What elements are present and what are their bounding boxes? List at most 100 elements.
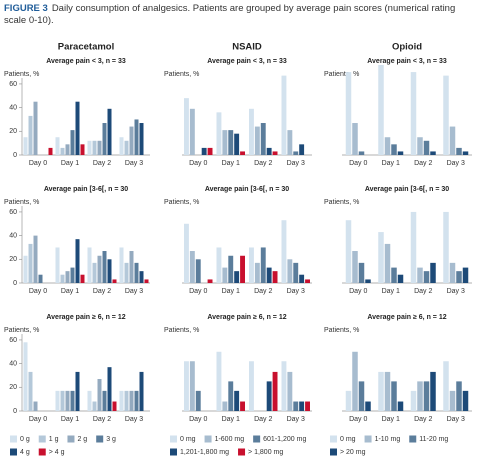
bar <box>365 279 371 283</box>
figure-caption: Daily consumption of analgesics. Patient… <box>4 3 456 26</box>
x-tick-label: Day 2 <box>414 160 432 167</box>
bar <box>240 401 245 411</box>
legend-swatch <box>330 448 337 456</box>
panel-title: Average pain < 3, n = 33 <box>207 58 287 65</box>
bar <box>234 271 240 283</box>
legend-label: 1-600 mg <box>215 436 245 443</box>
bar <box>97 255 102 283</box>
bar <box>384 371 391 411</box>
bar <box>240 255 245 283</box>
bar <box>391 381 397 411</box>
bar <box>293 401 299 411</box>
legend-label: 1 g <box>49 436 59 443</box>
bar <box>397 274 404 283</box>
bar <box>410 72 417 155</box>
x-tick-label: Day 3 <box>125 288 143 295</box>
bar <box>305 279 310 283</box>
legend-swatch <box>204 435 212 443</box>
x-tick-label: Day 1 <box>222 288 240 295</box>
bar <box>38 274 43 283</box>
bar <box>55 137 60 155</box>
legend-swatch <box>10 448 17 456</box>
bar <box>462 390 469 411</box>
bar <box>384 243 391 283</box>
bar <box>189 361 195 411</box>
panel-title: Average pain [3-6[, n = 30 <box>205 186 289 193</box>
bar <box>281 220 287 283</box>
bar <box>249 247 254 283</box>
x-tick-label: Day 2 <box>254 160 272 167</box>
x-tick-label: Day 3 <box>287 160 305 167</box>
bar <box>80 274 85 283</box>
bar <box>281 361 287 411</box>
bar <box>272 151 278 155</box>
bar <box>75 101 80 155</box>
x-tick-label: Day 1 <box>61 416 79 423</box>
bar <box>456 147 462 155</box>
bar <box>48 147 53 155</box>
x-tick-label: Day 2 <box>93 288 111 295</box>
y-tick-label: 20 <box>9 128 17 135</box>
bar <box>228 255 234 283</box>
y-tick-label: 60 <box>9 337 17 344</box>
bar <box>124 140 129 155</box>
y-axis-label: Patients, % <box>164 327 199 334</box>
y-axis-label: Patients, % <box>164 199 199 206</box>
bar <box>184 98 189 155</box>
column-title: NSAID <box>232 42 262 53</box>
bar <box>299 274 305 283</box>
y-tick-label: 0 <box>13 280 17 287</box>
bar <box>33 235 38 283</box>
x-tick-label: Day 0 <box>189 416 207 423</box>
x-tick-label: Day 0 <box>349 160 367 167</box>
bar <box>55 247 60 283</box>
bar <box>112 401 117 411</box>
bar <box>358 381 365 411</box>
bar <box>97 140 102 155</box>
bar <box>391 144 397 155</box>
y-tick-label: 40 <box>9 360 17 367</box>
x-tick-label: Day 1 <box>222 416 240 423</box>
bar <box>129 251 134 283</box>
bar <box>189 251 195 283</box>
panel-title: Average pain < 3, n = 33 <box>46 58 126 65</box>
bar <box>384 137 391 155</box>
bar <box>293 151 299 155</box>
caption: FIGURE 3 Daily consumption of analgesics.… <box>4 3 474 27</box>
x-tick-label: Day 2 <box>93 416 111 423</box>
legend-swatch <box>330 435 337 443</box>
bar <box>423 140 430 155</box>
bar <box>129 390 134 411</box>
bar <box>240 151 245 155</box>
bar <box>144 279 149 283</box>
x-tick-label: Day 3 <box>447 416 465 423</box>
bar <box>391 267 397 283</box>
bar <box>139 371 144 411</box>
panel-title: Average pain ≥ 6, n = 12 <box>367 314 446 321</box>
bar <box>423 271 430 283</box>
bar <box>378 371 384 411</box>
bar <box>266 147 272 155</box>
figure-label: FIGURE 3 <box>4 3 48 14</box>
bar <box>352 351 358 411</box>
bar <box>358 262 365 283</box>
bar <box>266 267 272 283</box>
bar <box>299 401 305 411</box>
bar <box>107 108 112 155</box>
bar <box>260 247 266 283</box>
panel-title: Average pain [3-6[, n = 30 <box>365 186 449 193</box>
bar <box>462 151 469 155</box>
bar <box>124 390 129 411</box>
x-tick-label: Day 1 <box>382 288 400 295</box>
legend-label: 0 mg <box>180 436 196 443</box>
bar <box>249 361 254 411</box>
y-tick-label: 0 <box>13 408 17 415</box>
bar <box>281 75 287 155</box>
y-axis-label: Patients, % <box>164 71 199 78</box>
bar <box>287 259 293 283</box>
legend-swatch <box>96 435 104 443</box>
bar <box>456 381 462 411</box>
bar <box>184 223 189 283</box>
bar <box>65 144 70 155</box>
